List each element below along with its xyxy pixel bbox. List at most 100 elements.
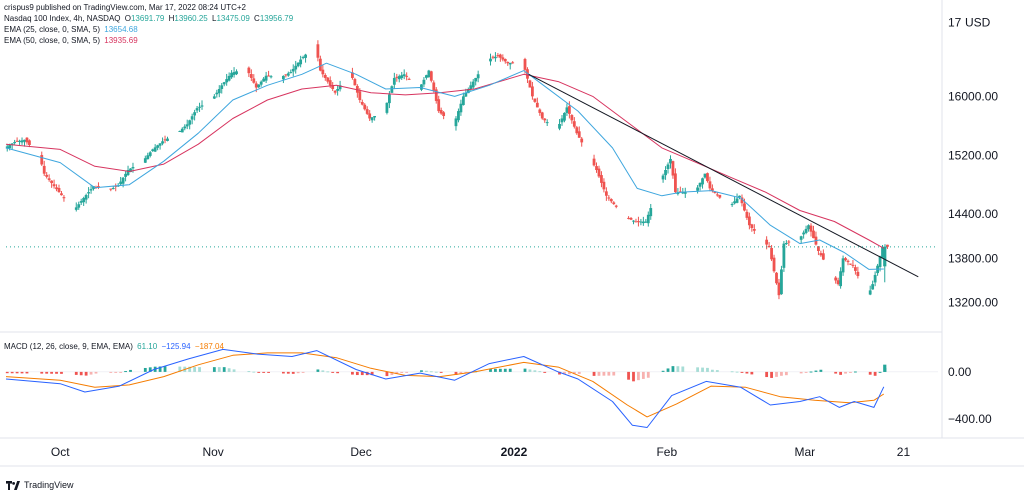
candle-up[interactable] bbox=[82, 197, 86, 203]
candle-down[interactable] bbox=[506, 61, 510, 64]
candle-up[interactable] bbox=[807, 225, 810, 230]
candle-up[interactable] bbox=[397, 76, 401, 80]
candle-up[interactable] bbox=[180, 128, 184, 133]
candle-up[interactable] bbox=[269, 76, 273, 78]
candle-up[interactable] bbox=[178, 130, 182, 132]
candle-up[interactable] bbox=[257, 84, 261, 88]
candle-last[interactable] bbox=[883, 246, 887, 267]
candle-up[interactable] bbox=[454, 118, 458, 127]
candle-down[interactable] bbox=[846, 260, 850, 263]
macd-legend[interactable]: MACD (12, 26, close, 9, EMA, EMA) 61.10 … bbox=[4, 342, 224, 352]
candle-down[interactable] bbox=[439, 110, 443, 114]
candle-down[interactable] bbox=[602, 181, 606, 190]
candle-down[interactable] bbox=[765, 239, 769, 245]
candle-up[interactable] bbox=[469, 85, 473, 90]
candle-down[interactable] bbox=[405, 75, 409, 77]
candle-up[interactable] bbox=[20, 140, 24, 143]
candle-down[interactable] bbox=[109, 188, 113, 190]
candle-up[interactable] bbox=[784, 243, 788, 245]
candle-down[interactable] bbox=[812, 230, 815, 239]
candle-down[interactable] bbox=[777, 282, 781, 296]
candle-up[interactable] bbox=[681, 192, 685, 194]
candle-up[interactable] bbox=[802, 232, 806, 235]
candle-down[interactable] bbox=[577, 131, 581, 138]
candle-down[interactable] bbox=[819, 253, 823, 256]
candle-down[interactable] bbox=[595, 166, 598, 170]
candle-down[interactable] bbox=[821, 253, 825, 260]
candle-up[interactable] bbox=[74, 207, 78, 210]
candle-down[interactable] bbox=[328, 80, 332, 86]
candle-up[interactable] bbox=[296, 62, 300, 67]
candle-up[interactable] bbox=[146, 155, 150, 160]
candle-up[interactable] bbox=[683, 192, 687, 194]
candle-down[interactable] bbox=[252, 78, 256, 83]
candle-up[interactable] bbox=[92, 186, 95, 189]
candle-up[interactable] bbox=[217, 89, 221, 94]
candle-up[interactable] bbox=[424, 75, 428, 78]
candle-up[interactable] bbox=[464, 92, 468, 97]
candle-down[interactable] bbox=[331, 85, 335, 89]
candle-down[interactable] bbox=[637, 221, 640, 223]
candle-up[interactable] bbox=[131, 167, 135, 169]
candle-down[interactable] bbox=[42, 165, 46, 174]
candle-up[interactable] bbox=[868, 290, 872, 295]
candle-up[interactable] bbox=[476, 74, 480, 79]
candle-down[interactable] bbox=[809, 225, 813, 232]
candle-up[interactable] bbox=[10, 143, 14, 145]
candle-down[interactable] bbox=[836, 280, 840, 285]
candle-down[interactable] bbox=[674, 173, 677, 193]
candle-down[interactable] bbox=[607, 197, 611, 199]
candle-up[interactable] bbox=[666, 164, 670, 170]
candle-up[interactable] bbox=[558, 123, 561, 129]
candle-down[interactable] bbox=[316, 44, 320, 58]
candle-up[interactable] bbox=[200, 105, 204, 107]
candle-down[interactable] bbox=[247, 67, 251, 74]
candle-down[interactable] bbox=[326, 77, 330, 82]
candle-down[interactable] bbox=[333, 90, 337, 93]
candle-up[interactable] bbox=[881, 246, 884, 258]
candle-up[interactable] bbox=[402, 74, 406, 77]
candle-up[interactable] bbox=[639, 221, 643, 223]
candle-up[interactable] bbox=[494, 56, 497, 59]
macd-signal-line[interactable] bbox=[5, 352, 885, 418]
candle-down[interactable] bbox=[535, 102, 539, 108]
candle-up[interactable] bbox=[5, 146, 9, 149]
candle-up[interactable] bbox=[338, 85, 342, 90]
candle-up[interactable] bbox=[215, 92, 219, 95]
candle-down[interactable] bbox=[531, 86, 534, 97]
candle-up[interactable] bbox=[198, 106, 201, 108]
candle-down[interactable] bbox=[740, 197, 744, 204]
candle-up[interactable] bbox=[23, 139, 26, 142]
candle-down[interactable] bbox=[363, 104, 367, 110]
candle-up[interactable] bbox=[457, 111, 460, 121]
candle-up[interactable] bbox=[129, 168, 132, 173]
candle-up[interactable] bbox=[466, 89, 470, 94]
candle-up[interactable] bbox=[185, 124, 189, 127]
candle-down[interactable] bbox=[501, 57, 505, 60]
candle-down[interactable] bbox=[358, 91, 362, 101]
candle-up[interactable] bbox=[77, 204, 81, 208]
candle-down[interactable] bbox=[844, 258, 847, 261]
trendline[interactable] bbox=[528, 73, 919, 278]
candle-up[interactable] bbox=[230, 72, 234, 78]
candle-up[interactable] bbox=[232, 72, 236, 75]
candle-up[interactable] bbox=[474, 77, 478, 82]
symbol-legend[interactable]: Nasdaq 100 Index, 4h, NASDAQ O13691.79 H… bbox=[4, 14, 293, 24]
candle-up[interactable] bbox=[291, 68, 295, 72]
candle-up[interactable] bbox=[304, 54, 307, 58]
candle-down[interactable] bbox=[609, 199, 613, 202]
candle-up[interactable] bbox=[188, 120, 192, 125]
candle-up[interactable] bbox=[166, 138, 169, 141]
candle-up[interactable] bbox=[8, 144, 12, 149]
candle-down[interactable] bbox=[28, 140, 31, 145]
candle-down[interactable] bbox=[434, 89, 438, 101]
macd-pane[interactable] bbox=[5, 348, 938, 428]
candle-up[interactable] bbox=[301, 57, 305, 59]
candle-down[interactable] bbox=[787, 241, 791, 243]
candle-up[interactable] bbox=[696, 187, 700, 191]
candle-down[interactable] bbox=[629, 217, 633, 220]
candle-down[interactable] bbox=[40, 155, 44, 165]
candle-up[interactable] bbox=[119, 181, 123, 185]
candle-down[interactable] bbox=[57, 188, 61, 193]
candle-up[interactable] bbox=[878, 256, 882, 267]
